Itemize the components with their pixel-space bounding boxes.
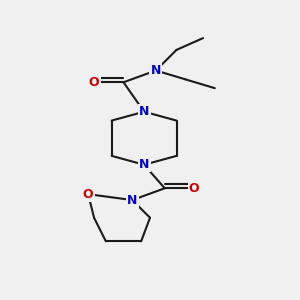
Text: N: N (139, 105, 149, 118)
Text: O: O (89, 76, 99, 89)
Text: O: O (189, 182, 200, 195)
Text: O: O (83, 188, 94, 201)
Text: N: N (139, 158, 149, 171)
Text: N: N (151, 64, 161, 77)
Text: N: N (127, 194, 137, 207)
Text: N: N (127, 194, 137, 207)
